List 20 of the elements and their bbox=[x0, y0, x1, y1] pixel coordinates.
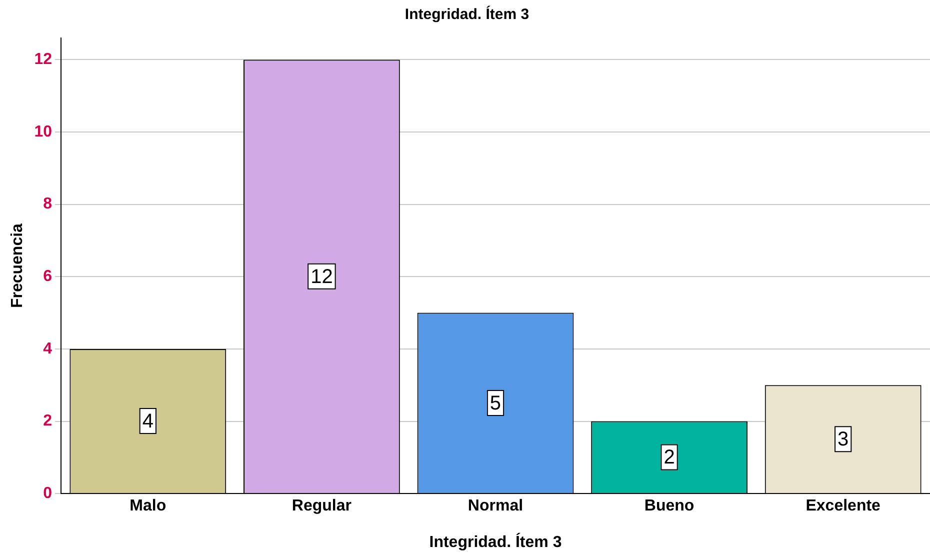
x-axis-title: Integridad. Ítem 3 bbox=[429, 532, 562, 551]
y-tick-label: 0 bbox=[43, 485, 52, 502]
x-tick-label: Normal bbox=[468, 498, 524, 515]
x-tick-label: Malo bbox=[130, 498, 166, 515]
y-tick-label: 10 bbox=[34, 123, 52, 140]
data-label: 3 bbox=[838, 428, 849, 451]
data-label: 2 bbox=[664, 446, 675, 469]
x-tick-label: Bueno bbox=[644, 498, 694, 515]
y-tick-label: 4 bbox=[43, 340, 52, 358]
x-tick-label: Excelente bbox=[806, 498, 881, 515]
data-label: 12 bbox=[310, 266, 333, 288]
y-tick-label: 2 bbox=[43, 412, 52, 430]
x-tick-label: Regular bbox=[292, 498, 352, 515]
y-tick-label: 8 bbox=[43, 196, 52, 213]
y-axis-title: Frecuencia bbox=[9, 223, 26, 308]
y-tick-label: 6 bbox=[43, 268, 52, 286]
chart-title: Integridad. Ítem 3 bbox=[404, 5, 530, 24]
y-tick-label: 12 bbox=[34, 51, 52, 68]
data-label: 4 bbox=[142, 410, 154, 433]
data-label: 5 bbox=[490, 392, 502, 414]
